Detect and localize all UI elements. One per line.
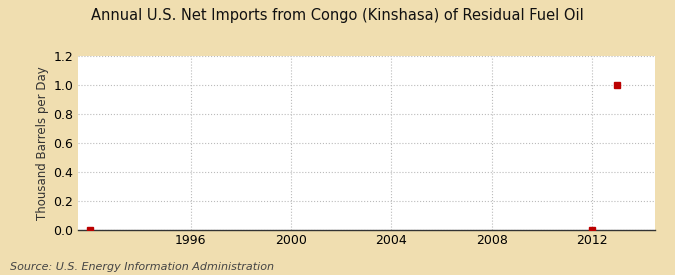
Text: Source: U.S. Energy Information Administration: Source: U.S. Energy Information Administ… — [10, 262, 274, 272]
Text: Annual U.S. Net Imports from Congo (Kinshasa) of Residual Fuel Oil: Annual U.S. Net Imports from Congo (Kins… — [91, 8, 584, 23]
Y-axis label: Thousand Barrels per Day: Thousand Barrels per Day — [36, 66, 49, 220]
